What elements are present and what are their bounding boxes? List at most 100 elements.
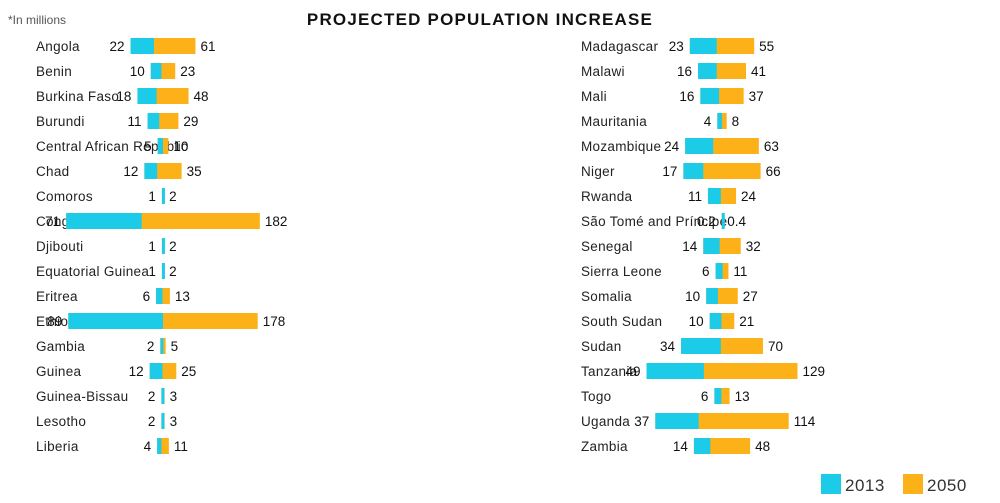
country-label-togo: Togo bbox=[581, 389, 611, 404]
value-2013-mali: 16 bbox=[679, 89, 694, 104]
value-2050-south-sudan: 21 bbox=[739, 314, 754, 329]
country-label-malawi: Malawi bbox=[581, 64, 625, 79]
bar-2013-mauritania bbox=[717, 113, 722, 129]
bar-2013-angola bbox=[130, 38, 154, 54]
chart-title: PROJECTED POPULATION INCREASE bbox=[307, 10, 653, 29]
country-label-gambia: Gambia bbox=[36, 339, 85, 354]
value-2013-uganda: 37 bbox=[634, 414, 649, 429]
value-2050-sierra-leone: 11 bbox=[733, 264, 747, 279]
value-2050-chad: 35 bbox=[187, 164, 202, 179]
value-2050-gambia: 5 bbox=[171, 339, 179, 354]
value-2050-sudan: 70 bbox=[768, 339, 783, 354]
country-label-tanzania: Tanzania bbox=[581, 364, 638, 379]
value-2013-guinea-bissau: 2 bbox=[148, 389, 156, 404]
value-2013-rwanda: 11 bbox=[688, 189, 702, 204]
country-label-mozambique: Mozambique bbox=[581, 139, 661, 154]
country-label-equatorial-guinea: Equatorial Guinea bbox=[36, 264, 149, 279]
country-label-chad: Chad bbox=[36, 164, 69, 179]
value-2013-ethiopia: 89 bbox=[47, 314, 62, 329]
value-2050-togo: 13 bbox=[735, 389, 750, 404]
bar-2013-benin bbox=[150, 63, 162, 79]
country-label-rwanda: Rwanda bbox=[581, 189, 633, 204]
country-label-guinea: Guinea bbox=[36, 364, 82, 379]
value-2013-benin: 10 bbox=[130, 64, 145, 79]
value-2050-comoros: 2 bbox=[169, 189, 177, 204]
country-label-madagascar: Madagascar bbox=[581, 39, 658, 54]
value-2013-s-o-tom-and-pr-ncipe: 0.2 bbox=[697, 214, 716, 229]
country-label-eritrea: Eritrea bbox=[36, 289, 78, 304]
legend-label-2013: 2013 bbox=[845, 476, 885, 495]
value-2050-madagascar: 55 bbox=[759, 39, 774, 54]
value-2013-eritrea: 6 bbox=[143, 289, 151, 304]
value-2050-angola: 61 bbox=[200, 39, 215, 54]
value-2013-south-sudan: 10 bbox=[689, 314, 704, 329]
bar-2013-sierra-leone bbox=[715, 263, 723, 279]
value-2013-lesotho: 2 bbox=[148, 414, 156, 429]
legend-swatch-2050 bbox=[903, 474, 923, 494]
value-2013-togo: 6 bbox=[701, 389, 709, 404]
country-label-liberia: Liberia bbox=[36, 439, 79, 454]
value-2013-equatorial-guinea: 1 bbox=[148, 264, 156, 279]
value-2013-guinea: 12 bbox=[129, 364, 144, 379]
country-label-guinea-bissau: Guinea-Bissau bbox=[36, 389, 128, 404]
value-2013-madagascar: 23 bbox=[669, 39, 684, 54]
legend-swatch-2013 bbox=[821, 474, 841, 494]
bar-2013-congo-dem-rep bbox=[66, 213, 142, 229]
value-2013-senegal: 14 bbox=[682, 239, 698, 254]
legend-label-2050: 2050 bbox=[927, 476, 967, 495]
value-2050-mozambique: 63 bbox=[764, 139, 779, 154]
bar-2013-guinea-bissau bbox=[161, 388, 165, 404]
bar-2013-liberia bbox=[157, 438, 162, 454]
value-2013-djibouti: 1 bbox=[148, 239, 156, 254]
bar-2013-togo bbox=[714, 388, 722, 404]
value-2050-ethiopia: 178 bbox=[263, 314, 286, 329]
country-label-burundi: Burundi bbox=[36, 114, 85, 129]
value-2013-mauritania: 4 bbox=[704, 114, 712, 129]
value-2050-guinea-bissau: 3 bbox=[170, 389, 178, 404]
country-label-angola: Angola bbox=[36, 39, 80, 54]
bar-2013-central-african-republic bbox=[157, 138, 163, 154]
country-label-zambia: Zambia bbox=[581, 439, 628, 454]
value-2013-central-african-republic: 5 bbox=[144, 139, 152, 154]
value-2013-comoros: 1 bbox=[148, 189, 156, 204]
value-2050-mauritania: 8 bbox=[732, 114, 740, 129]
value-2013-congo-dem-rep: 71 bbox=[45, 214, 60, 229]
country-label-comoros: Comoros bbox=[36, 189, 93, 204]
bar-2013-senegal bbox=[703, 238, 720, 254]
value-2050-congo-dem-rep: 182 bbox=[265, 214, 288, 229]
value-2013-mozambique: 24 bbox=[664, 139, 680, 154]
value-2050-senegal: 32 bbox=[746, 239, 761, 254]
country-label-sudan: Sudan bbox=[581, 339, 622, 354]
country-label-senegal: Senegal bbox=[581, 239, 633, 254]
unit-note: *In millions bbox=[8, 13, 66, 27]
value-2050-tanzania: 129 bbox=[802, 364, 825, 379]
country-label-mali: Mali bbox=[581, 89, 607, 104]
country-label-burkina-faso: Burkina Faso bbox=[36, 89, 119, 104]
value-2013-zambia: 14 bbox=[673, 439, 689, 454]
bar-2013-eritrea bbox=[156, 288, 163, 304]
country-label-s-o-tom-and-pr-ncipe: São Tomé and Príncipe bbox=[581, 214, 727, 229]
bar-2013-sudan bbox=[681, 338, 721, 354]
country-label-djibouti: Djibouti bbox=[36, 239, 83, 254]
value-2013-sierra-leone: 6 bbox=[702, 264, 710, 279]
value-2050-eritrea: 13 bbox=[175, 289, 190, 304]
bar-2013-somalia bbox=[706, 288, 718, 304]
value-2050-benin: 23 bbox=[180, 64, 195, 79]
country-label-lesotho: Lesotho bbox=[36, 414, 86, 429]
value-2013-sudan: 34 bbox=[660, 339, 676, 354]
country-label-niger: Niger bbox=[581, 164, 615, 179]
value-2050-liberia: 11 bbox=[174, 439, 188, 454]
bar-2013-madagascar bbox=[689, 38, 717, 54]
value-2050-central-african-republic: 10 bbox=[173, 139, 188, 154]
value-2050-rwanda: 24 bbox=[741, 189, 757, 204]
value-2050-niger: 66 bbox=[766, 164, 781, 179]
value-2013-angola: 22 bbox=[110, 39, 125, 54]
value-2013-burkina-faso: 18 bbox=[116, 89, 131, 104]
country-label-somalia: Somalia bbox=[581, 289, 632, 304]
bar-2013-mozambique bbox=[685, 138, 714, 154]
country-label-south-sudan: South Sudan bbox=[581, 314, 662, 329]
bar-2013-djibouti bbox=[161, 238, 165, 254]
value-2050-lesotho: 3 bbox=[170, 414, 178, 429]
bar-2013-south-sudan bbox=[709, 313, 722, 329]
bar-2013-malawi bbox=[698, 63, 717, 79]
